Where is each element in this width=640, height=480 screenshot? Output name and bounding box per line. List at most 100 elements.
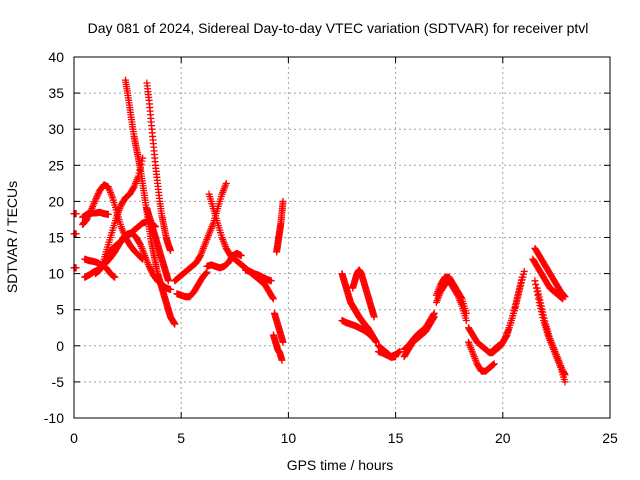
y-tick-label: -5 [52,374,65,390]
data-point [540,314,548,322]
data-point [367,332,375,340]
data-point [539,308,547,316]
data-point [462,317,470,325]
data-point [202,269,210,277]
series-s12 [143,205,172,285]
x-tick-label: 10 [281,430,297,446]
data-point [129,184,137,192]
data-point [267,277,275,285]
data-point [368,333,376,341]
data-point [91,196,99,204]
series-s05 [79,208,112,221]
series-s01 [70,210,80,218]
data-point [537,302,545,310]
data-point [561,371,569,379]
series-s18 [273,197,287,256]
x-axis-label: GPS time / hours [287,457,394,473]
x-tick-label: 15 [388,430,404,446]
data-point [430,309,438,317]
data-point [269,294,277,302]
data-point [453,290,461,298]
y-tick-label: 40 [48,49,64,65]
x-tick-label: 25 [602,430,618,446]
data-point [513,296,521,304]
series-s10 [121,76,179,328]
series-s08 [91,218,159,278]
series-s19 [270,309,287,346]
y-tick-label: 25 [48,157,64,173]
y-tick-label: 35 [48,85,64,101]
chart-title: Day 081 of 2024, Sidereal Day-to-day VTE… [88,20,589,36]
data-point [532,280,540,288]
series-s35 [529,255,567,303]
y-tick-label: 20 [48,193,64,209]
x-tick-label: 5 [177,430,185,446]
data-point [171,320,179,328]
y-tick-label: 15 [48,230,64,246]
data-point [237,252,245,260]
data-point [136,240,144,248]
data-point [512,302,520,310]
data-point [540,311,548,319]
data-point [370,313,378,321]
data-point [515,287,523,295]
x-tick-label: 0 [70,430,78,446]
y-tick-label: -10 [44,410,64,426]
series-s20 [269,331,286,364]
series-s16 [203,249,245,272]
data-point [164,277,172,285]
data-point [533,284,541,292]
series-s11 [143,79,174,254]
series-s29 [432,277,470,325]
data-point [520,267,528,275]
data-point [104,210,112,218]
series-s30 [464,338,498,375]
series-s27 [400,309,438,353]
data-point [536,296,544,304]
series-s23 [349,266,378,321]
data-point [531,277,539,285]
data-point [279,338,287,346]
data-point [541,317,549,325]
data-point [502,332,510,340]
data-point [93,193,101,201]
y-tick-label: 0 [56,338,64,354]
data-point [512,299,520,307]
series-s14 [173,268,211,301]
data-point [396,348,404,356]
data-point [490,360,498,368]
series-s33 [490,267,528,353]
data-point [515,290,523,298]
data-point [372,338,380,346]
data-point [561,378,569,386]
y-axis-label: SDTVAR / TECUs [4,181,20,293]
series-s02 [70,230,80,238]
series-s15 [205,190,277,303]
data-point [166,246,174,254]
data-point [535,290,543,298]
data-point [166,285,174,293]
data-markers [70,76,569,386]
data-point [111,273,119,281]
data-point [559,295,567,303]
data-point [94,191,102,199]
data-point [94,190,102,198]
data-point [534,287,542,295]
data-point [279,197,287,205]
series-s25 [374,348,400,361]
y-tick-label: 10 [48,266,64,282]
series-s37 [533,284,569,379]
data-point [535,293,543,301]
y-tick-label: 5 [56,302,64,318]
data-point [222,179,230,187]
data-point [367,332,375,340]
data-point [196,253,204,261]
data-point [514,293,522,301]
series-s03 [70,264,80,272]
data-point [269,295,277,303]
series-s17 [242,266,275,285]
data-point [92,194,100,202]
data-point [392,353,400,361]
axis-ticks: 0 5 10 15 20 25 -10 -5 0 5 10 15 20 25 30 35 40 [44,49,618,446]
x-tick-label: 20 [495,430,511,446]
